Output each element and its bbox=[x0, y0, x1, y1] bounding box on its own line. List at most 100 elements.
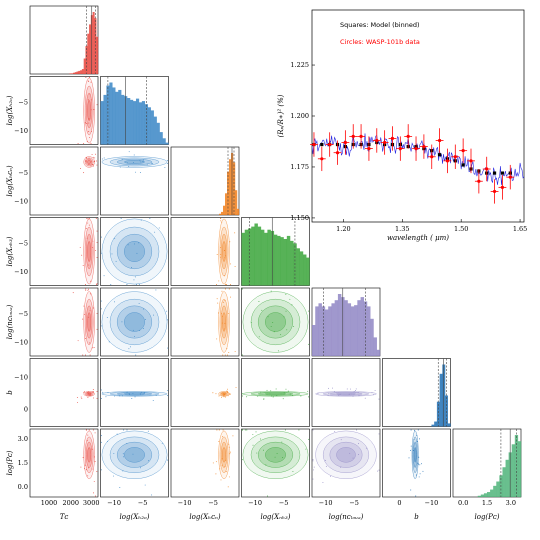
scatter-point bbox=[86, 141, 88, 142]
density-contour bbox=[124, 160, 145, 164]
hist-bar bbox=[286, 235, 291, 286]
scatter-point bbox=[334, 431, 336, 432]
scatter-point bbox=[92, 468, 94, 470]
density-contour bbox=[101, 391, 168, 397]
scatter-point bbox=[129, 394, 131, 395]
scatter-point bbox=[355, 388, 357, 390]
scatter-point bbox=[219, 468, 221, 470]
hist-bar bbox=[138, 102, 143, 145]
scatter-point bbox=[356, 429, 358, 431]
x-tick-label-XHCN: −5 bbox=[208, 499, 218, 507]
scatter-point bbox=[119, 166, 121, 168]
scatter-point bbox=[260, 438, 261, 440]
panel-frame bbox=[311, 428, 381, 498]
scatter-point bbox=[281, 441, 283, 443]
scatter-point bbox=[328, 387, 330, 389]
scatter-point bbox=[228, 476, 230, 478]
scatter-point bbox=[374, 389, 376, 391]
hist-bar bbox=[162, 138, 166, 145]
scatter-point bbox=[353, 390, 355, 392]
scatter-point bbox=[422, 470, 424, 472]
panel-Pc-vs-b bbox=[382, 428, 451, 498]
scatter-point bbox=[164, 167, 166, 169]
scatter-point bbox=[95, 160, 97, 162]
scatter-point bbox=[266, 389, 268, 391]
hist-bar bbox=[159, 132, 163, 145]
hist-bar bbox=[147, 107, 151, 145]
scatter-point bbox=[246, 429, 248, 431]
inset-xlabel: wavelength ( μm) bbox=[387, 234, 449, 242]
scatter-point bbox=[96, 230, 98, 232]
scatter-point bbox=[92, 240, 94, 242]
scatter-point bbox=[287, 390, 289, 392]
hist-bar bbox=[436, 401, 440, 427]
scatter-point bbox=[139, 393, 141, 395]
panel-XH2O-vs-Tc bbox=[29, 76, 99, 145]
scatter-point bbox=[352, 395, 354, 397]
scatter-point bbox=[86, 218, 88, 219]
scatter-point bbox=[300, 395, 302, 397]
scatter-point bbox=[85, 161, 87, 162]
scatter-point bbox=[152, 162, 154, 164]
scatter-point bbox=[232, 435, 234, 437]
scatter-point bbox=[82, 457, 84, 458]
scatter-point bbox=[101, 300, 102, 302]
scatter-point bbox=[91, 163, 93, 165]
scatter-point bbox=[114, 395, 116, 397]
scatter-point bbox=[77, 143, 79, 144]
data-point bbox=[320, 157, 324, 161]
scatter-point bbox=[155, 289, 157, 291]
inset-y-tick-label: 1.150 bbox=[290, 214, 309, 222]
scatter-point bbox=[92, 429, 94, 431]
scatter-point bbox=[143, 159, 145, 161]
scatter-point bbox=[133, 279, 135, 281]
scatter-point bbox=[227, 395, 229, 397]
scatter-point bbox=[81, 397, 83, 399]
scatter-point bbox=[274, 456, 276, 458]
scatter-point bbox=[101, 325, 102, 327]
scatter-point bbox=[354, 390, 356, 391]
hist-bar bbox=[447, 423, 451, 427]
scatter-point bbox=[308, 310, 309, 312]
y-axis-label-Pc: log(Pᴄ) bbox=[6, 450, 14, 475]
hist-bar bbox=[83, 58, 86, 74]
scatter-point bbox=[346, 388, 348, 390]
scatter-point bbox=[139, 160, 141, 162]
scatter-point bbox=[226, 388, 228, 390]
scatter-point bbox=[234, 232, 236, 234]
density-contour bbox=[222, 241, 226, 262]
scatter-point bbox=[260, 391, 262, 393]
scatter-point bbox=[285, 293, 287, 295]
scatter-point bbox=[272, 396, 274, 398]
scatter-point bbox=[92, 390, 94, 392]
scatter-point bbox=[72, 292, 74, 294]
scatter-point bbox=[128, 348, 130, 350]
scatter-point bbox=[96, 391, 98, 392]
scatter-point bbox=[419, 473, 421, 475]
scatter-point bbox=[224, 288, 226, 290]
density-contour bbox=[220, 441, 228, 468]
scatter-point bbox=[85, 288, 87, 290]
density-contour bbox=[218, 430, 230, 480]
scatter-point bbox=[86, 237, 88, 239]
hist-bar bbox=[267, 229, 271, 286]
scatter-point bbox=[212, 462, 214, 464]
scatter-point bbox=[242, 459, 243, 461]
inset-model-hires-line bbox=[312, 133, 524, 186]
scatter-point bbox=[87, 391, 89, 393]
scatter-point bbox=[138, 284, 140, 285]
inset-x-tick-label: 1.35 bbox=[395, 225, 409, 233]
scatter-point bbox=[123, 429, 125, 431]
scatter-point bbox=[257, 395, 259, 397]
hist-bar bbox=[483, 493, 488, 497]
scatter-point bbox=[167, 390, 168, 392]
scatter-point bbox=[244, 429, 246, 431]
hist-bar bbox=[318, 303, 322, 356]
scatter-point bbox=[134, 396, 136, 398]
scatter-point bbox=[101, 397, 102, 399]
scatter-point bbox=[83, 313, 85, 315]
panel-frame bbox=[29, 287, 99, 357]
scatter-point bbox=[330, 475, 331, 477]
scatter-point bbox=[111, 253, 113, 255]
scatter-point bbox=[80, 396, 82, 398]
